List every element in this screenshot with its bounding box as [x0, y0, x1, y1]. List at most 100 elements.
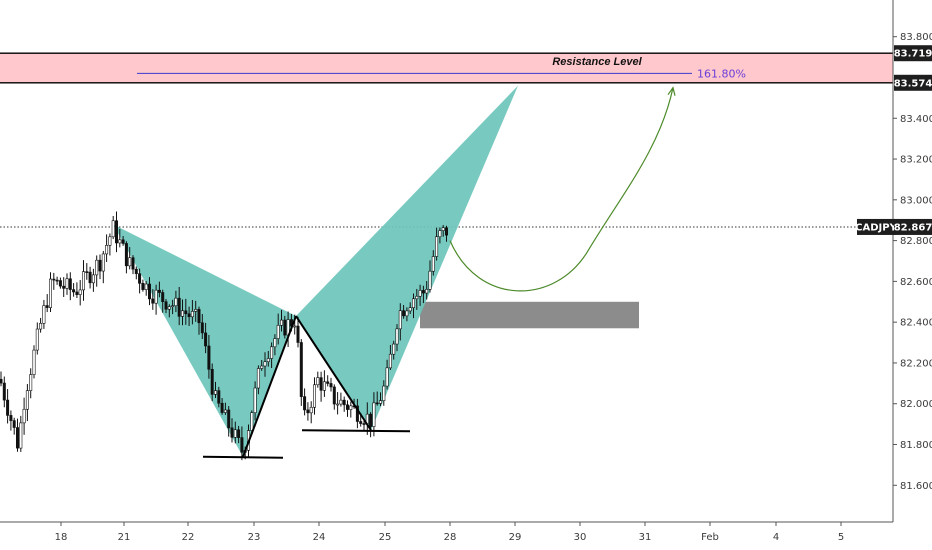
candle-body [223, 409, 227, 413]
x-tick-label: 29 [509, 532, 522, 543]
candle-body [39, 323, 43, 330]
candle-body [55, 279, 59, 282]
candle-body [362, 423, 366, 425]
candle-body [118, 239, 122, 244]
price-tag-text: 83.574 [894, 78, 932, 89]
candle-body [322, 381, 326, 391]
candle-body [431, 256, 435, 272]
candle-body [240, 437, 244, 453]
candle-body [395, 328, 399, 345]
x-tick-label: Feb [701, 532, 719, 543]
candle-body [306, 409, 310, 414]
candle-body [214, 390, 218, 395]
fib-extension-label: 161.80% [697, 67, 746, 80]
candle-body [250, 412, 254, 431]
candle-body [421, 290, 425, 294]
projection-curve[interactable] [449, 87, 674, 292]
candle-body [402, 310, 406, 317]
candle-body [154, 289, 158, 304]
candle-body [177, 297, 181, 317]
candle-body [45, 305, 49, 308]
y-tick-label: 82.600 [900, 277, 932, 288]
candle-body [194, 309, 198, 312]
candle-body [108, 236, 112, 246]
candle-body [78, 289, 82, 295]
x-tick-label: 25 [379, 532, 392, 543]
candle-body [270, 346, 274, 359]
candle-body [105, 245, 109, 255]
demand-zone[interactable] [420, 301, 639, 329]
y-tick-label: 83.400 [900, 114, 932, 125]
candle-body [385, 367, 389, 387]
candle-body [88, 271, 92, 284]
symbol-tag-text: CADJPY [855, 222, 897, 233]
candle-body [101, 253, 105, 272]
candle-body [2, 382, 6, 401]
candle-body [128, 257, 132, 267]
candle-body [75, 291, 79, 295]
x-tick-label: 30 [574, 532, 587, 543]
candle-body [25, 390, 29, 410]
candle-body [148, 283, 152, 300]
candle-body [253, 387, 257, 413]
harmonic-bcd-triangle[interactable] [296, 85, 518, 431]
candle-body [276, 324, 280, 339]
candle-body [48, 278, 52, 308]
candle-body [260, 365, 264, 369]
resistance-zone[interactable] [0, 53, 893, 83]
candle-body [309, 406, 313, 414]
candle-body [9, 415, 13, 421]
candle-body [435, 236, 439, 257]
support-line-a [202, 455, 284, 459]
x-tick-label: 5 [838, 532, 844, 543]
x-tick-label: 28 [444, 532, 457, 543]
candle-body [279, 319, 283, 326]
candle-body [121, 239, 125, 244]
candle-body [157, 289, 161, 293]
candle-body [299, 342, 303, 397]
price-tag-text: 82.867 [894, 222, 932, 233]
candle-body [441, 227, 445, 231]
support-line-c [301, 429, 411, 433]
candle-body [141, 283, 145, 290]
x-tick-label: 21 [118, 532, 131, 543]
candle-body [326, 381, 330, 384]
x-tick-label: 18 [55, 532, 68, 543]
candle-body [303, 396, 307, 411]
candle-body [349, 405, 353, 410]
candle-body [58, 280, 62, 287]
candle-body [336, 403, 340, 406]
candle-body [220, 402, 224, 413]
resistance-bottom-price-tag[interactable]: 83.574 [894, 74, 932, 91]
y-tick-label: 83.000 [900, 195, 932, 206]
candle-body [181, 310, 185, 317]
candle-body [161, 292, 165, 303]
candle-body [138, 273, 142, 284]
candle-body [197, 309, 201, 324]
candle-body [405, 310, 409, 317]
candle-body [266, 358, 270, 363]
candle-body [210, 368, 214, 395]
y-tick-label: 82.200 [900, 358, 932, 369]
leg-ab [242, 315, 297, 458]
candle-body [428, 270, 432, 290]
resistance-top-price-tag[interactable]: 83.719 [894, 45, 932, 62]
candle-body [171, 305, 175, 308]
candle-body [131, 257, 135, 270]
candle-body [167, 306, 171, 310]
x-tick-label: 24 [313, 532, 326, 543]
candle-body [72, 289, 76, 293]
candle-body [82, 271, 86, 291]
candle-body [438, 230, 442, 238]
candle-body [32, 349, 36, 375]
candle-body [227, 409, 231, 429]
candle-body [19, 422, 23, 449]
candle-body [375, 402, 379, 405]
candle-body [283, 319, 287, 336]
candle-body [329, 383, 333, 388]
candle-body [0, 378, 3, 384]
candle-body [273, 338, 277, 348]
